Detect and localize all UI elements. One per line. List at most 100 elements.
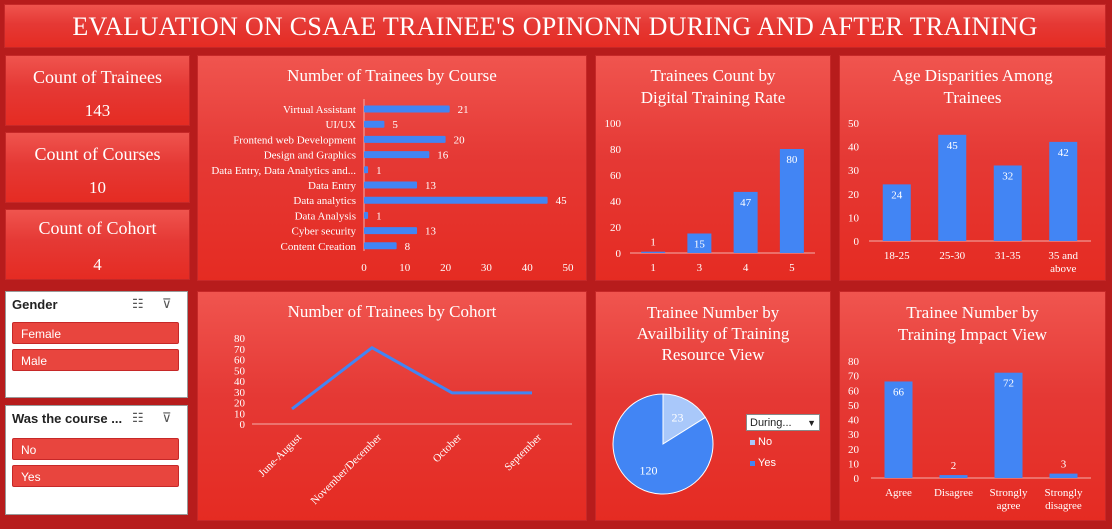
y-tick-label: 0 — [854, 236, 860, 248]
chart-impact: 0 10 20 30 40 50 60 70 80 66 Agree 2 Disagree 72 Stron… — [848, 356, 1091, 512]
x-tick-label: 18-25 — [884, 250, 910, 262]
chart-title-line-1: Trainee Number by — [906, 303, 1039, 322]
data-label: 1 — [650, 237, 656, 249]
bar — [641, 251, 666, 253]
y-tick-label: 10 — [848, 212, 860, 224]
x-tick-label: September — [502, 431, 544, 473]
bar — [364, 166, 369, 174]
data-label: 1 — [376, 165, 382, 177]
y-tick-label: Cyber security — [292, 226, 357, 238]
slicer-item-male[interactable]: Male — [12, 349, 179, 371]
bar — [364, 227, 418, 235]
data-label: 15 — [694, 239, 706, 251]
y-tick-label: 30 — [234, 387, 246, 399]
x-tick-label: 50 — [563, 262, 575, 274]
legend-item-no: No — [750, 436, 772, 448]
y-tick-label: 60 — [610, 170, 622, 182]
bar — [938, 134, 967, 241]
x-tick-label: disagree — [1045, 500, 1082, 512]
bar — [1049, 141, 1078, 241]
y-tick-label: 20 — [610, 222, 622, 234]
legend-filter-dropdown[interactable]: During... ▼ — [746, 414, 820, 431]
pie-slice-yes — [612, 393, 714, 495]
chart-title-line-3: Resource View — [661, 345, 765, 364]
y-tick-label: 40 — [234, 376, 246, 388]
data-label: 8 — [405, 241, 411, 253]
y-tick-label: 40 — [610, 196, 622, 208]
bar — [733, 191, 758, 253]
chart-panel-age: Age Disparities Among Trainees 0 10 20 30 40… — [839, 55, 1106, 281]
y-tick-label: 20 — [234, 398, 246, 410]
chart-title-line-1: Trainee Number by — [646, 303, 780, 322]
data-label: 1 — [376, 210, 382, 222]
chart-digital: 0 20 40 60 80 100 1 1 15 3 47 4 80 5 — [605, 118, 815, 274]
y-tick-label: 10 — [234, 408, 246, 420]
y-tick-label: 0 — [616, 248, 622, 260]
x-tick-label: Agree — [885, 487, 912, 499]
data-label: 47 — [740, 197, 752, 209]
bar — [364, 120, 385, 128]
y-tick-label: 0 — [854, 473, 860, 485]
slicer-item-female[interactable]: Female — [12, 322, 179, 344]
data-label: 80 — [786, 154, 798, 166]
y-tick-label: 80 — [610, 144, 622, 156]
bar — [994, 372, 1023, 478]
bar — [939, 475, 968, 478]
y-tick-label: Content Creation — [281, 241, 357, 253]
slicer-header: Was the course ... — [12, 411, 123, 426]
legend-item-yes: Yes — [750, 457, 776, 469]
slicer-item-yes[interactable]: Yes — [12, 465, 179, 487]
y-tick-label: 70 — [848, 371, 860, 383]
data-label: 3 — [1061, 459, 1067, 471]
chart-title-line-2: Availbility of Training — [636, 324, 790, 343]
x-tick-label: June-August — [256, 432, 304, 480]
y-tick-label: 60 — [848, 385, 860, 397]
x-tick-label: 4 — [743, 262, 749, 274]
y-tick-label: 20 — [848, 444, 860, 456]
bar — [364, 211, 369, 219]
y-tick-label: Design and Graphics — [264, 150, 356, 162]
chart-title-line-2: Digital Training Rate — [640, 88, 786, 107]
clear-filter-icon[interactable]: ⊽ — [162, 410, 172, 425]
multi-select-icon[interactable]: ☷ — [132, 410, 144, 425]
y-tick-label: 50 — [234, 365, 246, 377]
y-tick-label: 100 — [605, 118, 622, 130]
y-tick-label: 20 — [848, 189, 860, 201]
x-tick-label: Disagree — [934, 487, 973, 499]
data-label: 45 — [556, 195, 568, 207]
data-label: 66 — [893, 386, 905, 398]
data-label: 42 — [1058, 147, 1069, 159]
y-tick-label: 40 — [848, 415, 860, 427]
chart-title-line-1: Age Disparities Among — [892, 66, 1053, 85]
kpi-value: 10 — [89, 178, 106, 197]
multi-select-icon[interactable]: ☷ — [132, 296, 144, 311]
pie-slice-no — [662, 393, 707, 445]
legend-label: Yes — [758, 457, 776, 469]
slicer-item-no[interactable]: No — [12, 438, 179, 460]
slicer-header: Gender — [12, 297, 58, 312]
data-label: 72 — [1003, 378, 1014, 390]
data-label: 2 — [951, 460, 957, 472]
chart-panel-impact: Trainee Number by Training Impact View 0… — [839, 291, 1106, 521]
chart-panel-cohort: Number of Trainees by Cohort 0 10 20 30 40 50… — [197, 291, 587, 521]
x-tick-label: above — [1050, 263, 1076, 275]
y-tick-label: Virtual Assistant — [283, 104, 356, 116]
data-label: 16 — [437, 150, 449, 162]
y-tick-label: 50 — [848, 118, 860, 130]
x-tick-label: 40 — [522, 262, 534, 274]
x-tick-label: Strongly — [990, 487, 1028, 499]
x-tick-label: 25-30 — [939, 250, 965, 262]
x-tick-label: agree — [997, 500, 1021, 512]
chart-title-line-2: Training Impact View — [897, 325, 1048, 344]
y-tick-label: 30 — [848, 429, 860, 441]
chart-course: Virtual Assistant 21 UI/UX 5 Frontend web De… — [211, 99, 575, 274]
data-label: 13 — [425, 180, 437, 192]
bar — [779, 149, 804, 253]
y-tick-label: 60 — [234, 355, 246, 367]
bar — [364, 135, 446, 143]
y-tick-label: 80 — [848, 356, 860, 368]
x-tick-label: 30 — [481, 262, 493, 274]
x-tick-label: 10 — [399, 262, 411, 274]
clear-filter-icon[interactable]: ⊽ — [162, 296, 172, 311]
